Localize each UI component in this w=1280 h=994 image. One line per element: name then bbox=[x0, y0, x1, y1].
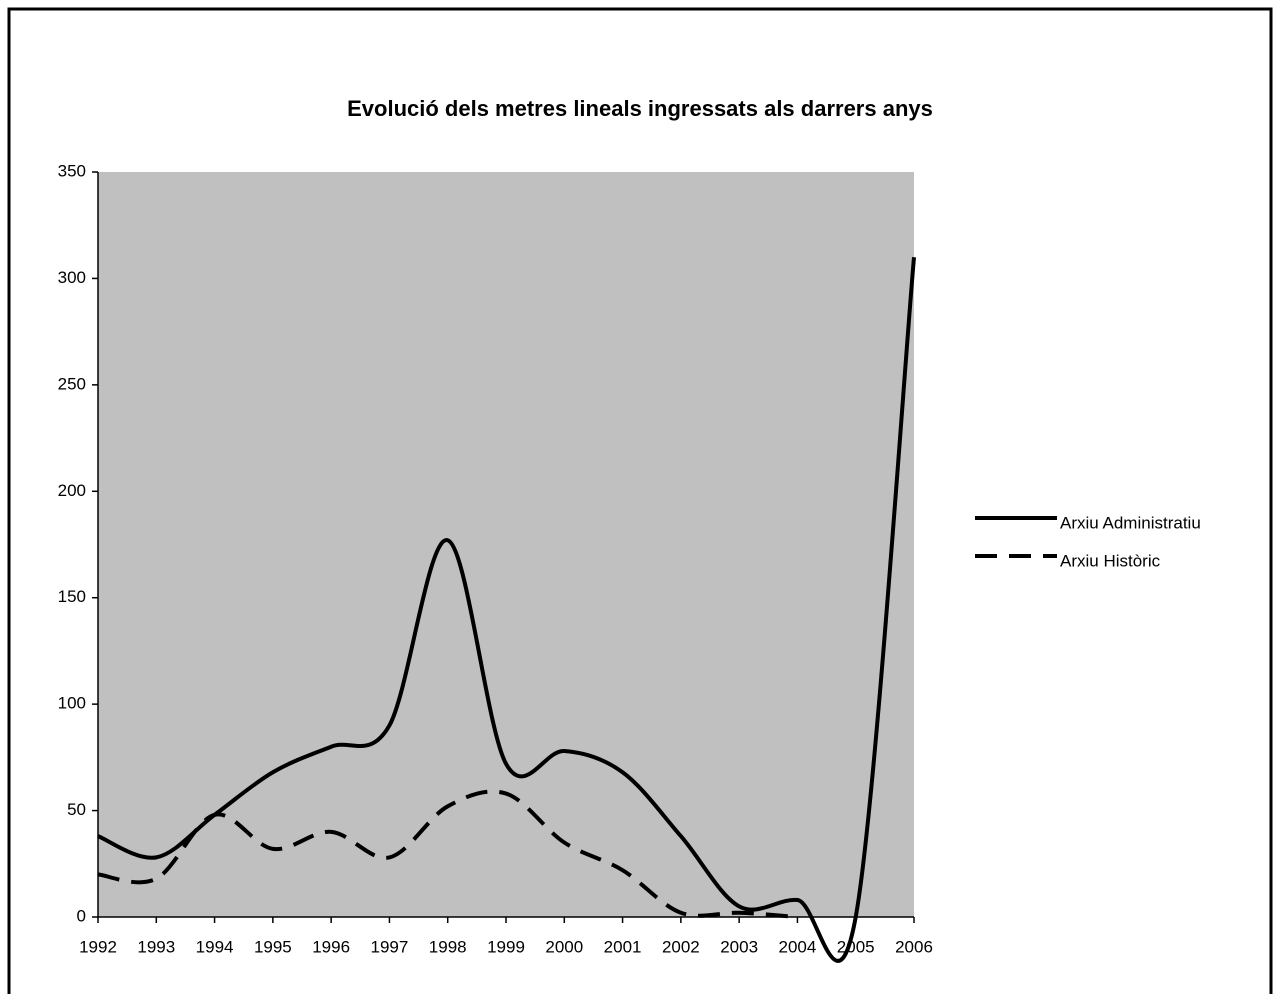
x-tick-label: 1999 bbox=[487, 937, 525, 956]
x-tick-label: 1997 bbox=[371, 937, 409, 956]
x-tick-label: 2002 bbox=[662, 937, 700, 956]
x-tick-label: 1994 bbox=[196, 937, 234, 956]
x-tick-label: 2000 bbox=[545, 937, 583, 956]
series-line bbox=[97, 256, 916, 963]
x-tick-label: 2001 bbox=[604, 937, 642, 956]
y-tick-label: 0 bbox=[77, 906, 86, 925]
x-tick-label: 1996 bbox=[312, 937, 350, 956]
y-tick-label: 200 bbox=[58, 481, 86, 500]
y-tick-label: 100 bbox=[58, 694, 86, 713]
chart-title: Evolució dels metres lineals ingressats … bbox=[347, 96, 933, 121]
x-tick-label: 1993 bbox=[137, 937, 175, 956]
y-tick-label: 150 bbox=[58, 587, 86, 606]
x-tick-label: 2004 bbox=[779, 937, 817, 956]
x-tick-label: 1998 bbox=[429, 937, 467, 956]
series-line bbox=[97, 789, 798, 919]
y-tick-label: 250 bbox=[58, 374, 86, 393]
y-tick-label: 300 bbox=[58, 268, 86, 287]
x-tick-label: 2006 bbox=[895, 937, 933, 956]
x-tick-label: 1995 bbox=[254, 937, 292, 956]
legend-label: Arxiu Històric bbox=[1060, 551, 1161, 570]
y-tick-label: 350 bbox=[58, 161, 86, 180]
x-tick-label: 2005 bbox=[837, 937, 875, 956]
x-tick-label: 1992 bbox=[79, 937, 117, 956]
x-tick-label: 2003 bbox=[720, 937, 758, 956]
legend-label: Arxiu Administratiu bbox=[1060, 513, 1201, 532]
frame bbox=[7, 7, 1273, 994]
y-tick-label: 50 bbox=[67, 800, 86, 819]
plot-area bbox=[98, 172, 914, 917]
